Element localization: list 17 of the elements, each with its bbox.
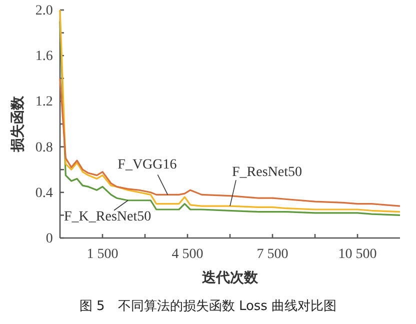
x-tick-label: 4 500 xyxy=(172,246,204,262)
y-tick-label: 2.0 xyxy=(35,3,53,18)
x-axis-title: 迭代次数 xyxy=(201,270,259,286)
y-tick-label: 0 xyxy=(46,231,53,246)
caption: 图 5 不同算法的损失函数 Loss 曲线对比图 xyxy=(79,299,337,314)
x-tick-label: 10 500 xyxy=(338,246,377,262)
x-tick-label: 1 500 xyxy=(86,246,118,262)
y-tick-label: 0.4 xyxy=(35,186,53,201)
y-tick-label: 1.2 xyxy=(35,94,53,110)
y-axis-title: 损失函数 xyxy=(10,95,26,153)
y-tick-label: 1.6 xyxy=(35,49,53,64)
line-series xyxy=(59,78,401,207)
x-tick-label: 7 500 xyxy=(256,246,288,262)
annotation: F_ResNet50 xyxy=(232,165,302,180)
annotation: F_K_ResNet50 xyxy=(64,209,152,224)
annotation: F_VGG16 xyxy=(118,158,177,173)
y-tick-label: 0.8 xyxy=(35,140,53,156)
